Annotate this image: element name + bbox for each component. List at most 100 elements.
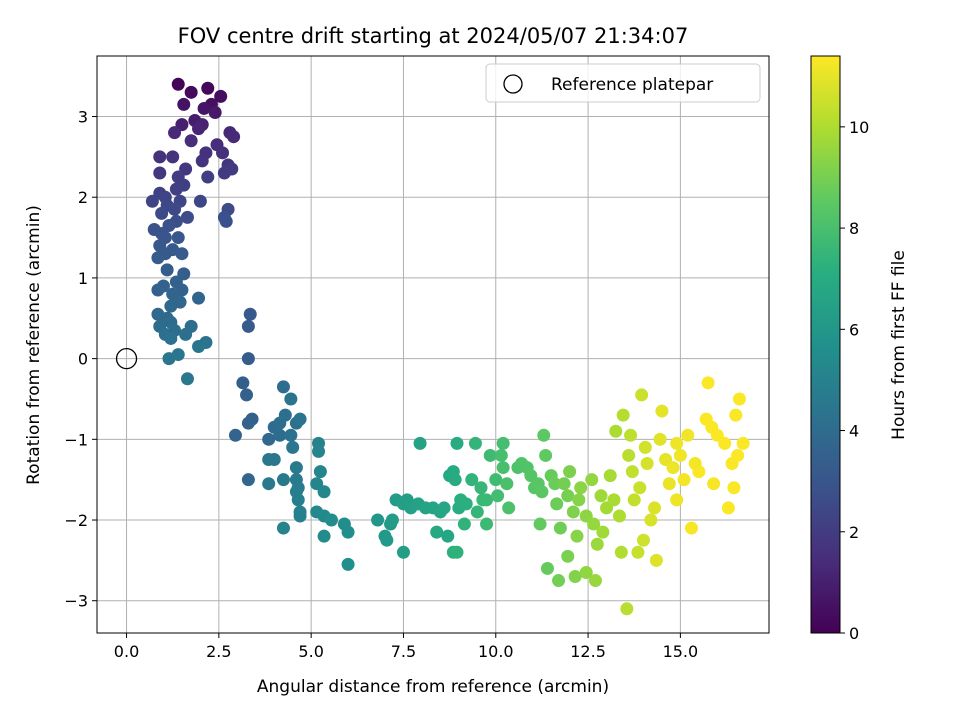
data-point [240, 388, 254, 402]
data-point [638, 440, 652, 454]
data-point [684, 521, 698, 535]
data-point [262, 477, 276, 491]
data-point [588, 574, 602, 588]
x-tick-label: 10.0 [478, 642, 514, 661]
data-point [208, 105, 222, 119]
data-point [171, 231, 185, 245]
data-point [164, 299, 178, 313]
data-point [603, 469, 617, 483]
data-point [241, 352, 255, 366]
x-tick-label: 15.0 [663, 642, 699, 661]
data-point [276, 473, 290, 487]
data-point [557, 477, 571, 491]
data-point [470, 505, 484, 519]
data-point [284, 428, 298, 442]
chart-title: FOV centre drift starting at 2024/05/07 … [178, 24, 689, 48]
data-point [496, 461, 510, 475]
data-point [550, 497, 564, 511]
data-point [236, 376, 250, 390]
colorbar-ticks: 0 2 4 6 8 10 [840, 118, 869, 643]
data-point [184, 134, 198, 148]
data-point [160, 263, 174, 277]
data-point [450, 436, 464, 450]
data-point [291, 493, 305, 507]
data-point [371, 513, 385, 527]
reference-platepar-marker [115, 347, 138, 370]
data-point [596, 525, 610, 539]
data-point [494, 448, 508, 462]
data-point [313, 465, 327, 479]
data-point [502, 501, 516, 515]
legend-box [485, 63, 761, 103]
data-point [168, 202, 182, 216]
data-point [653, 432, 667, 446]
legend-label: Reference platepar [551, 75, 713, 95]
data-point [166, 150, 180, 164]
data-point [570, 529, 584, 543]
data-point [457, 517, 471, 531]
y-tick-label: −3 [64, 592, 88, 611]
data-point [655, 404, 669, 418]
data-point [579, 565, 593, 579]
data-point [620, 602, 634, 616]
x-tick-label: 5.0 [298, 642, 323, 661]
data-point [736, 436, 750, 450]
data-point [241, 473, 255, 487]
data-point [214, 89, 228, 103]
data-point [625, 465, 639, 479]
data-point [540, 561, 554, 575]
data-point [201, 81, 215, 95]
y-tick-label: −1 [64, 430, 88, 449]
data-point [448, 473, 462, 487]
data-point [179, 327, 193, 341]
data-point [500, 477, 514, 491]
data-point [312, 444, 326, 458]
data-point [533, 517, 547, 531]
data-point [594, 489, 608, 503]
data-point [396, 545, 410, 559]
data-point [624, 428, 638, 442]
data-point [612, 509, 626, 523]
data-point [673, 448, 687, 462]
data-point [197, 101, 211, 115]
scatter-points [145, 77, 750, 616]
data-point [727, 481, 741, 495]
data-point [201, 170, 215, 184]
data-point [153, 166, 167, 180]
data-point [341, 557, 355, 571]
data-point [450, 545, 464, 559]
colorbar-tick-label: 2 [849, 523, 859, 542]
data-point [145, 194, 159, 208]
y-axis-ticks: −3 −2 −1 0 1 2 3 [64, 108, 97, 611]
colorbar-tick-label: 6 [849, 320, 859, 339]
data-point [169, 182, 183, 196]
data-point [441, 529, 455, 543]
data-point [574, 481, 588, 495]
data-point [563, 465, 577, 479]
data-point [227, 130, 241, 144]
x-tick-label: 2.5 [206, 642, 231, 661]
data-point [729, 408, 743, 422]
data-point [561, 549, 575, 563]
reference-marker [115, 347, 138, 370]
data-point [193, 194, 207, 208]
data-point [622, 448, 636, 462]
data-point [480, 517, 494, 531]
data-point [184, 85, 198, 99]
data-point [670, 493, 684, 507]
data-point [156, 279, 170, 293]
y-axis-label: Rotation from reference (arcmin) [24, 205, 44, 485]
data-point [483, 448, 497, 462]
data-point [278, 408, 292, 422]
data-point [480, 493, 494, 507]
data-point [725, 457, 739, 471]
data-point [553, 521, 567, 535]
data-point [459, 497, 473, 511]
data-point [180, 372, 194, 386]
data-point [177, 97, 191, 111]
data-point [216, 146, 230, 160]
data-point [430, 525, 444, 539]
data-point [341, 525, 355, 539]
y-tick-label: 2 [78, 188, 88, 207]
